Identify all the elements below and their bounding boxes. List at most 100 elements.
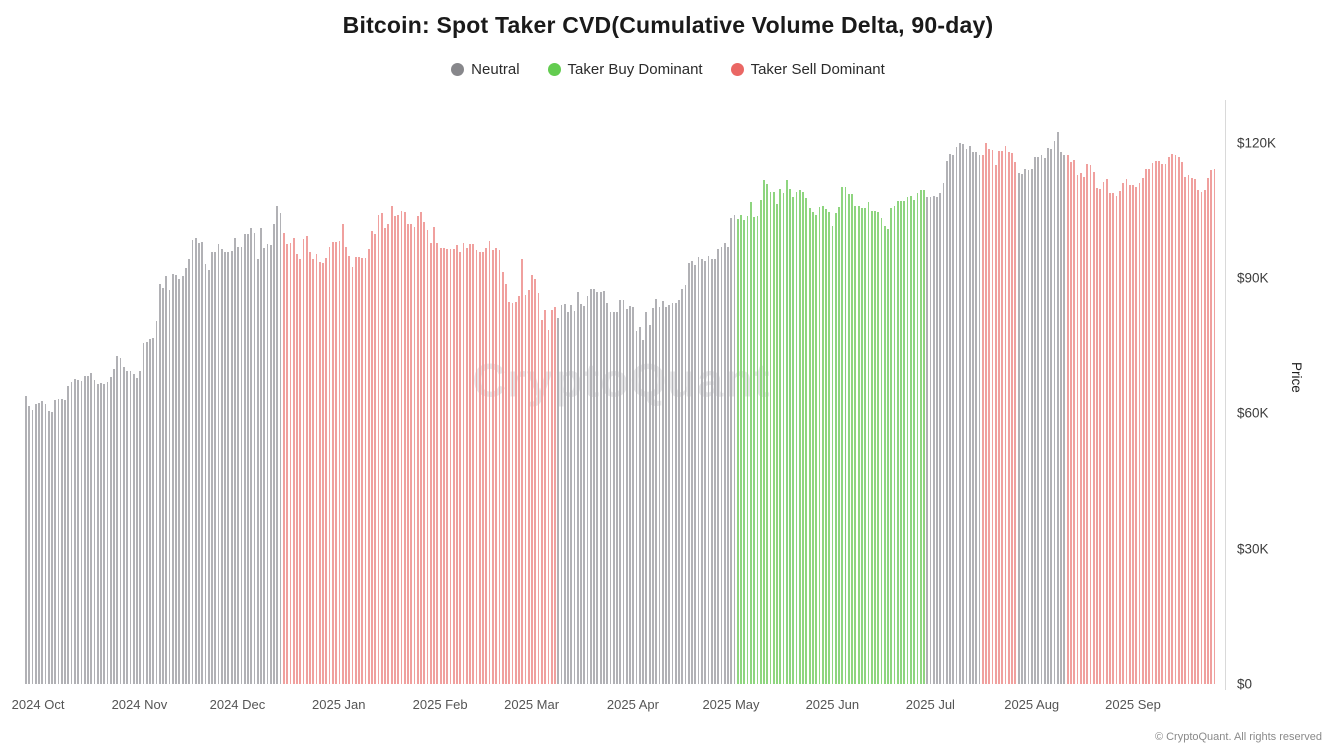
price-bar: [1154, 160, 1157, 684]
price-bar: [825, 208, 827, 684]
price-bar: [201, 242, 204, 684]
price-bar: [828, 211, 831, 684]
price-bar: [975, 152, 978, 684]
price-bar: [70, 381, 73, 684]
price-bar: [488, 240, 491, 684]
price-bar: [805, 197, 808, 684]
chart-area: CryptoQuant: [25, 100, 1218, 684]
price-bar: [155, 321, 158, 684]
price-bar: [469, 244, 471, 684]
legend-label: Taker Sell Dominant: [750, 61, 885, 78]
price-bar: [318, 262, 321, 684]
price-bar: [1102, 181, 1105, 684]
price-bar: [400, 211, 403, 684]
price-bar: [622, 300, 625, 684]
copyright-notice: © CryptoQuant. All rights reserved: [1154, 731, 1322, 743]
price-bar: [87, 375, 89, 684]
legend-item-neutral[interactable]: Neutral: [451, 61, 520, 78]
price-bar: [1037, 156, 1040, 684]
price-bar: [57, 399, 60, 684]
price-bar: [28, 405, 31, 684]
price-bar: [730, 218, 733, 684]
price-bar: [31, 409, 34, 684]
price-bar: [887, 228, 889, 684]
price-bar: [818, 207, 821, 684]
legend-dot-icon: [547, 63, 561, 76]
price-bar: [279, 212, 282, 684]
price-bar: [380, 213, 383, 684]
price-bar: [841, 186, 844, 684]
price-bar: [459, 251, 462, 684]
price-bar: [374, 233, 377, 684]
price-bar: [994, 164, 997, 684]
price-bar: [913, 199, 916, 684]
price-bar: [47, 410, 50, 684]
price-bar: [838, 207, 840, 684]
price-bar: [1151, 163, 1154, 684]
price-bar: [34, 403, 37, 684]
price-bar: [439, 248, 442, 684]
price-bar: [1004, 145, 1007, 684]
price-bar: [740, 214, 742, 684]
price-bar: [851, 194, 853, 684]
price-bar: [1053, 140, 1056, 684]
price-bar: [723, 242, 726, 684]
price-bar: [563, 303, 566, 684]
price-bar: [978, 155, 981, 684]
price-bar: [335, 241, 337, 684]
price-bar: [478, 251, 481, 684]
price-bar: [606, 303, 609, 684]
price-bar: [655, 299, 658, 684]
price-bar: [645, 311, 648, 684]
price-bar: [371, 230, 373, 684]
price-bar: [390, 205, 393, 684]
x-tick-label: 2024 Dec: [209, 697, 266, 712]
price-bar: [139, 371, 142, 684]
price-bar: [132, 374, 135, 684]
x-tick-label: 2025 Mar: [504, 697, 560, 712]
legend-item-taker-sell-dominant[interactable]: Taker Sell Dominant: [730, 61, 885, 78]
price-bar: [958, 143, 961, 684]
price-bar: [1021, 173, 1023, 684]
price-bar: [616, 311, 618, 684]
price-bar: [351, 266, 354, 684]
legend-item-taker-buy-dominant[interactable]: Taker Buy Dominant: [547, 61, 703, 78]
price-bar: [684, 284, 687, 684]
price-bar: [449, 248, 452, 684]
x-tick-label: 2025 Feb: [412, 697, 468, 712]
price-bar: [681, 289, 684, 684]
price-bar: [652, 307, 654, 684]
price-bar: [648, 325, 651, 684]
price-bar: [580, 304, 582, 684]
price-bar: [185, 267, 187, 684]
price-bar: [609, 311, 612, 684]
y-tick-label: $60K: [1237, 405, 1269, 421]
price-bar: [687, 262, 690, 684]
price-bar: [452, 248, 455, 684]
price-bar: [1001, 151, 1004, 684]
price-bar: [377, 215, 380, 684]
legend-dot-icon: [730, 63, 744, 76]
price-bar: [749, 202, 752, 684]
price-bar: [1040, 154, 1043, 684]
price-bar: [776, 203, 778, 684]
price-bar: [230, 251, 233, 684]
price-bar: [322, 262, 324, 684]
price-bar: [364, 257, 367, 684]
price-bar: [661, 300, 664, 684]
price-bar: [122, 367, 125, 684]
price-bar: [64, 400, 66, 684]
price-bar: [234, 238, 236, 684]
price-bar: [945, 161, 948, 684]
price-bar: [54, 400, 57, 684]
price-bar: [1105, 178, 1108, 684]
price-bar: [1158, 161, 1160, 684]
price-bar: [207, 269, 210, 684]
price-bar: [423, 222, 426, 684]
price-bar: [1011, 153, 1013, 684]
price-bar: [397, 215, 400, 684]
price-bar: [1007, 151, 1010, 684]
price-bar: [557, 318, 560, 684]
price-bar: [864, 208, 867, 684]
price-bar: [276, 205, 279, 684]
